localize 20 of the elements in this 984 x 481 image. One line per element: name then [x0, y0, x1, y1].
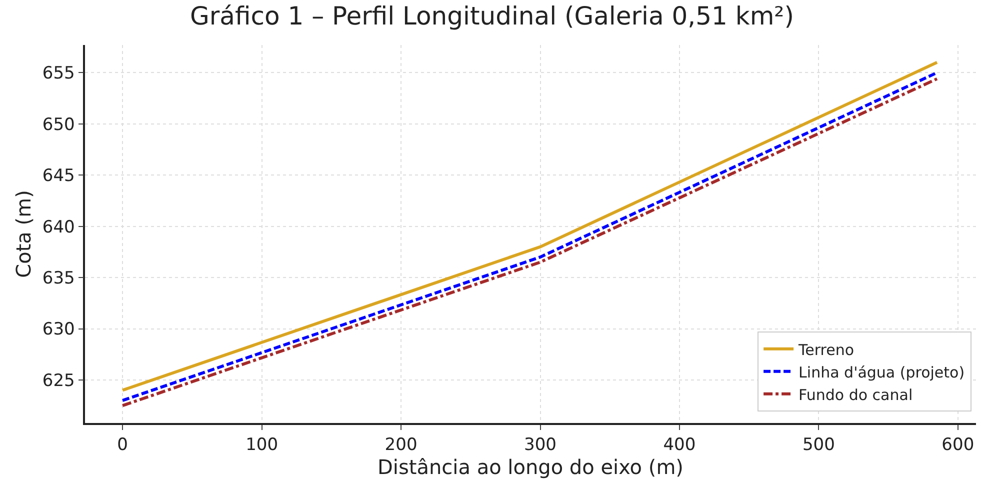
x-tick-label: 600 [942, 435, 974, 456]
y-tick-label: 635 [42, 268, 75, 288]
y-tick-label: 655 [42, 64, 75, 84]
x-tick-label: 200 [384, 435, 418, 456]
y-tick-label: 640 [42, 217, 75, 238]
x-axis-title: Distância ao longo do eixo (m) [378, 455, 684, 480]
legend-label: Terreno [798, 340, 854, 359]
x-tick-label: 500 [802, 435, 835, 456]
y-tick-label: 630 [42, 320, 75, 340]
chart-title: Gráfico 1 – Perfil Longitudinal (Galeria 0,51 km²) [190, 2, 794, 31]
legend-label: Linha d'água (projeto) [798, 363, 965, 382]
y-axis-title: Cota (m) [11, 190, 36, 278]
y-tick-label: 645 [42, 166, 75, 186]
x-tick-label: 0 [117, 435, 128, 456]
y-tick-label: 625 [42, 370, 75, 391]
x-tick-label: 300 [524, 435, 556, 456]
y-tick-label: 650 [42, 114, 75, 135]
legend-label: Fundo do canal [798, 386, 913, 404]
x-tick-label: 400 [663, 435, 696, 456]
x-tick-label: 100 [246, 435, 278, 456]
